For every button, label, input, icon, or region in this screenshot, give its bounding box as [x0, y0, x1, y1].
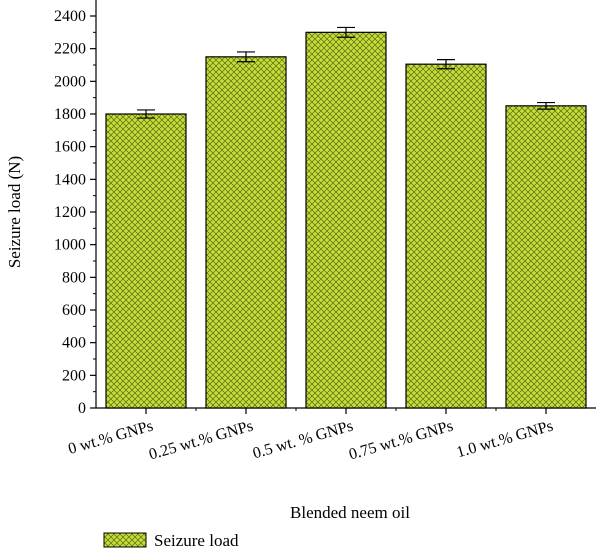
- bar: [505, 105, 587, 409]
- legend: Seizure load: [103, 531, 239, 550]
- bars: [105, 26, 587, 409]
- y-tick-label: 0: [78, 400, 86, 417]
- y-tick-label: 2400: [54, 8, 86, 25]
- x-tick-label: 0.25 wt.% GNPs: [147, 418, 255, 464]
- y-tick-label: 1600: [54, 139, 86, 156]
- y-tick-label: 2200: [54, 41, 86, 58]
- y-tick-label: 1400: [54, 171, 86, 188]
- y-tick-label: 200: [62, 367, 86, 384]
- x-tick-label: 1.0 wt.% GNPs: [455, 418, 555, 462]
- bar: [105, 113, 187, 409]
- legend-swatch: [103, 532, 147, 548]
- y-tick-label: 600: [62, 302, 86, 319]
- x-tick-label: 0.75 wt.% GNPs: [347, 418, 455, 464]
- y-tick-label: 1200: [54, 204, 86, 221]
- bar: [405, 63, 487, 409]
- bar: [205, 56, 287, 409]
- y-tick-label: 400: [62, 335, 86, 352]
- y-tick-label: 2000: [54, 73, 86, 90]
- x-axis-title: Blended neem oil: [290, 503, 410, 522]
- y-axis-ticks: 0 200 400 600 800 1000 1200 1400 1600 1800 2000 220…: [54, 8, 96, 417]
- y-tick-label: 800: [62, 269, 86, 286]
- bar: [305, 31, 387, 409]
- x-tick-label: 0 wt.% GNPs: [66, 418, 155, 458]
- y-axis-title: Seizure load (N): [5, 156, 24, 268]
- x-tick-label: 0.5 wt. % GNPs: [251, 418, 355, 463]
- y-tick-label: 1800: [54, 106, 86, 123]
- y-tick-label: 1000: [54, 237, 86, 254]
- legend-label: Seizure load: [154, 531, 239, 550]
